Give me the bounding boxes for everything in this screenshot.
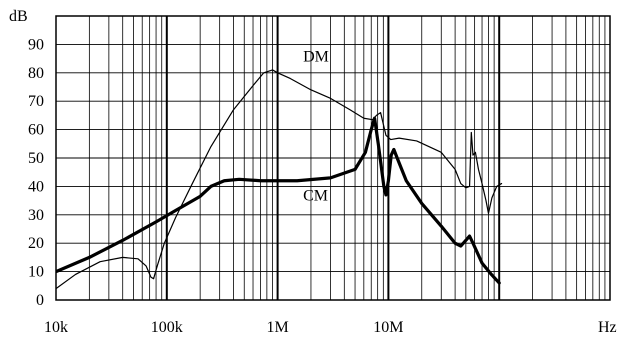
series-labels: DM CM	[303, 48, 329, 204]
y-axis-ticks: 0 10 20 30 40 50 60 70 80 90	[28, 36, 44, 309]
series-line-dm	[56, 69, 503, 290]
x-axis-unit: Hz	[598, 319, 617, 336]
chart-grid	[55, 15, 611, 301]
y-tick-label: 80	[28, 65, 44, 82]
y-axis-unit: dB	[9, 8, 28, 25]
x-axis-ticks: 10k 100k 1M 10M	[44, 319, 404, 336]
x-tick-label: 1M	[266, 319, 288, 336]
x-tick-label: 100k	[151, 319, 183, 336]
x-tick-label: 10k	[44, 319, 68, 336]
series-label-dm: DM	[303, 48, 329, 65]
plot-area	[56, 69, 503, 290]
series-line-cm	[56, 116, 501, 285]
y-tick-label: 90	[28, 36, 44, 53]
series-label-cm: CM	[303, 188, 328, 205]
y-tick-label: 20	[28, 235, 44, 252]
y-tick-label: 30	[28, 207, 44, 224]
y-tick-label: 0	[36, 292, 44, 309]
x-tick-label: 10M	[373, 319, 403, 336]
y-tick-label: 60	[28, 122, 44, 139]
y-tick-label: 50	[28, 150, 44, 167]
y-tick-label: 40	[28, 178, 44, 195]
y-tick-label: 70	[28, 93, 44, 110]
y-tick-label: 10	[28, 264, 44, 281]
